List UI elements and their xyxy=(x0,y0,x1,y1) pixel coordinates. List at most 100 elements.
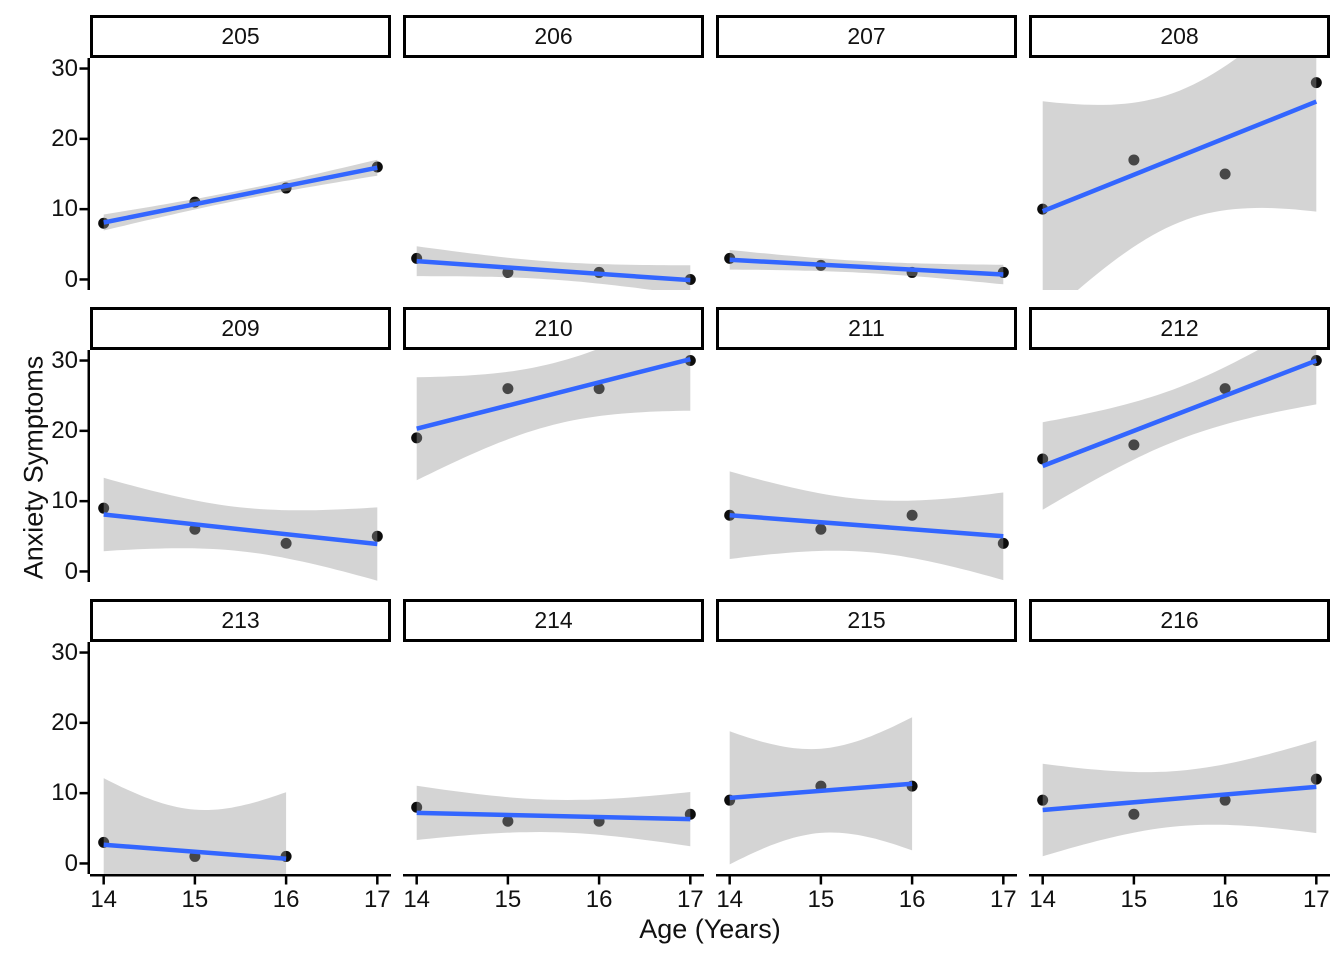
facet-strip: 208 xyxy=(1029,15,1330,58)
y-axis-tick-label: 30 xyxy=(51,346,78,374)
x-axis-tick-label: 17 xyxy=(989,886,1017,913)
confidence-band xyxy=(416,350,691,481)
plot-panel xyxy=(716,642,1017,885)
x-axis-title: Age (Years) xyxy=(639,914,781,944)
facet-strip: 212 xyxy=(1029,307,1330,350)
x-axis-tick-label: 14 xyxy=(403,886,431,913)
regression-line xyxy=(103,512,378,547)
x-axis-tick-label: 15 xyxy=(181,886,209,913)
data-point xyxy=(411,801,423,813)
facet-strip-label: 211 xyxy=(848,315,885,341)
x-axis-tick-label: 16 xyxy=(272,886,300,913)
regression-line xyxy=(416,356,691,431)
facet-strip: 206 xyxy=(403,15,704,58)
plot-panel xyxy=(1029,350,1330,582)
plot-panel xyxy=(403,642,704,885)
facet-strip: 207 xyxy=(716,15,1017,58)
facet-strip: 213 xyxy=(90,599,391,642)
data-point xyxy=(1310,77,1322,89)
facet-strip-label: 205 xyxy=(221,23,260,49)
data-point xyxy=(997,537,1009,549)
facet-strip-label: 209 xyxy=(221,315,260,341)
plot-panel xyxy=(79,642,391,885)
x-axis-tick-label: 16 xyxy=(1211,886,1239,913)
y-axis-tick-label: 10 xyxy=(51,487,78,515)
data-point xyxy=(371,530,383,542)
y-axis-tick-label: 10 xyxy=(51,195,78,223)
data-point xyxy=(1037,794,1049,806)
x-axis-tick-label: 17 xyxy=(676,886,704,913)
facet-strip-label: 210 xyxy=(534,315,573,341)
y-axis-title: Anxiety Symptoms xyxy=(18,355,49,580)
y-axis-tick-label: 0 xyxy=(64,849,78,877)
plot-panel xyxy=(716,58,1017,290)
y-axis-tick-label: 20 xyxy=(51,416,78,444)
data-point xyxy=(1037,453,1049,465)
y-axis-tick-label: 30 xyxy=(51,54,78,82)
x-axis-tick-label: 16 xyxy=(585,886,613,913)
facet-strip-label: 215 xyxy=(847,607,886,633)
y-axis-tick-label: 20 xyxy=(51,124,78,152)
facet-strip: 216 xyxy=(1029,599,1330,642)
confidence-band xyxy=(1042,58,1317,290)
facet-strip-label: 208 xyxy=(1160,23,1199,49)
plot-panel xyxy=(403,58,704,290)
data-point xyxy=(411,432,423,444)
regression-line xyxy=(416,258,691,283)
facet-strip: 205 xyxy=(90,15,391,58)
data-point xyxy=(1128,439,1140,451)
facet-strip-label: 213 xyxy=(221,607,260,633)
data-point xyxy=(1310,773,1322,785)
facet-strip-label: 206 xyxy=(534,23,573,49)
plot-panel xyxy=(403,350,704,582)
data-point xyxy=(1128,808,1140,820)
facet-strip-label: 216 xyxy=(1160,607,1199,633)
plot-panel xyxy=(1029,642,1330,885)
regression-line xyxy=(1041,99,1318,214)
x-axis-tick-label: 17 xyxy=(363,886,391,913)
regression-line xyxy=(729,257,1004,277)
x-axis-tick-label: 14 xyxy=(90,886,118,913)
plot-panel xyxy=(79,350,391,582)
data-point xyxy=(815,523,827,535)
regression-line xyxy=(1042,784,1317,813)
y-axis-tick-label: 10 xyxy=(51,779,78,807)
confidence-band xyxy=(1042,350,1317,510)
regression-line xyxy=(103,165,378,225)
plot-panel xyxy=(716,350,1017,582)
data-point xyxy=(1219,794,1231,806)
x-axis-tick-label: 15 xyxy=(1120,886,1148,913)
x-axis-tick-label: 17 xyxy=(1302,886,1330,913)
plot-panel xyxy=(79,58,391,290)
facet-strip-label: 214 xyxy=(534,607,573,633)
y-axis-tick-label: 20 xyxy=(51,708,78,736)
facet-strip-label: 212 xyxy=(1160,315,1199,341)
regression-line xyxy=(1041,358,1318,469)
x-axis-tick-label: 16 xyxy=(898,886,926,913)
facet-strip-label: 207 xyxy=(847,23,886,49)
data-point xyxy=(593,383,605,395)
data-point xyxy=(1219,168,1231,180)
x-axis-tick-label: 15 xyxy=(807,886,835,913)
data-point xyxy=(1128,154,1140,166)
x-axis-tick-label: 14 xyxy=(1029,886,1057,913)
data-point xyxy=(98,502,110,514)
y-axis-tick-label: 0 xyxy=(64,557,78,585)
data-point xyxy=(502,815,514,827)
data-point xyxy=(1219,383,1231,395)
y-axis-tick-label: 0 xyxy=(64,265,78,293)
plot-panel xyxy=(1029,58,1330,290)
regression-line xyxy=(729,781,913,801)
data-point xyxy=(502,383,514,395)
facet-strip: 215 xyxy=(716,599,1017,642)
y-axis-tick-label: 30 xyxy=(51,638,78,666)
regression-line xyxy=(416,810,691,822)
x-axis-tick-label: 15 xyxy=(494,886,522,913)
facet-strip: 211 xyxy=(716,307,1017,350)
facet-strip: 209 xyxy=(90,307,391,350)
facet-strip: 214 xyxy=(403,599,704,642)
data-point xyxy=(280,537,292,549)
regression-line xyxy=(103,842,287,862)
regression-line xyxy=(729,512,1004,539)
